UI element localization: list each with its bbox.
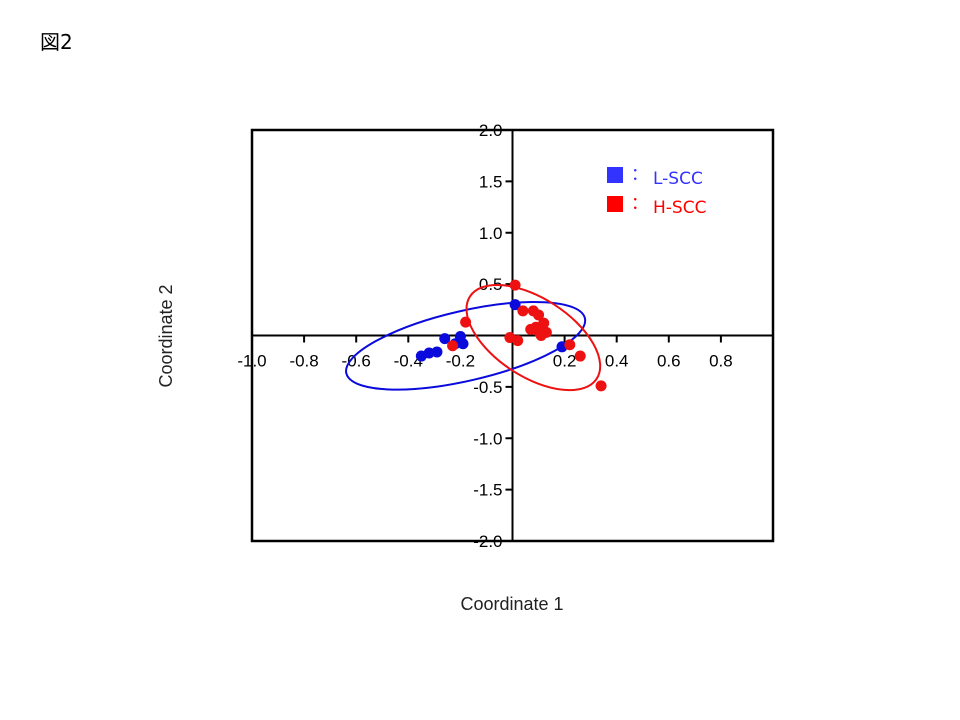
x-tick-label: -1.0 bbox=[237, 352, 266, 371]
data-point-l-scc bbox=[509, 299, 521, 311]
data-point-h-scc bbox=[574, 350, 586, 362]
legend-separator: ： bbox=[631, 165, 648, 185]
legend-swatch-l-scc bbox=[607, 167, 623, 183]
x-axis-title: Coordinate 1 bbox=[460, 594, 563, 614]
legend-separator: ： bbox=[631, 194, 648, 214]
data-point-h-scc bbox=[460, 316, 472, 328]
data-point-h-scc bbox=[517, 305, 529, 317]
data-point-h-scc bbox=[509, 279, 521, 291]
x-tick-label: 0.6 bbox=[657, 352, 681, 371]
y-tick-label: 1.0 bbox=[479, 224, 503, 243]
data-point-l-scc bbox=[457, 338, 469, 350]
data-point-h-scc bbox=[595, 380, 607, 392]
data-point-h-scc bbox=[564, 339, 576, 351]
y-axis-title: Coordinate 2 bbox=[156, 284, 176, 387]
data-point-h-scc bbox=[512, 335, 524, 347]
x-tick-label: -0.8 bbox=[289, 352, 318, 371]
y-tick-label: -1.0 bbox=[473, 429, 502, 448]
legend-label-h-scc: H-SCC bbox=[653, 198, 706, 218]
legend: ： L-SCC： H-SCC bbox=[607, 165, 706, 218]
axes-layer: -1.0 -0.8 -0.6 -0.4 -0.2 0.2 0.4 0.6 0.8 2.0 1.5 1.… bbox=[237, 121, 773, 551]
legend-swatch-h-scc bbox=[607, 196, 623, 212]
data-point-h-scc bbox=[447, 340, 459, 352]
y-tick-label: -0.5 bbox=[473, 378, 502, 397]
y-tick-label: -1.5 bbox=[473, 481, 502, 500]
confidence-ellipse-h-scc bbox=[465, 283, 602, 392]
data-point-l-scc bbox=[415, 350, 427, 362]
data-point-h-scc bbox=[535, 330, 547, 341]
legend-label-l-scc: L-SCC bbox=[653, 169, 703, 189]
y-tick-label: 1.5 bbox=[479, 172, 503, 191]
figure-label: 図2 bbox=[40, 30, 73, 54]
x-tick-label: -0.4 bbox=[394, 352, 423, 371]
x-tick-label: 0.2 bbox=[553, 352, 577, 371]
point-layer bbox=[415, 279, 607, 392]
confidence-ellipse-l-scc bbox=[345, 300, 587, 391]
x-tick-label: 0.8 bbox=[709, 352, 733, 371]
data-point-h-scc bbox=[533, 309, 545, 321]
x-tick-label: -0.6 bbox=[342, 352, 371, 371]
x-tick-label: 0.4 bbox=[605, 352, 629, 371]
data-point-l-scc bbox=[439, 333, 451, 345]
y-tick-label: 2.0 bbox=[479, 121, 503, 140]
x-tick-label: -0.2 bbox=[446, 352, 475, 371]
y-tick-label: -2.0 bbox=[473, 532, 502, 551]
ellipse-layer bbox=[345, 283, 602, 392]
